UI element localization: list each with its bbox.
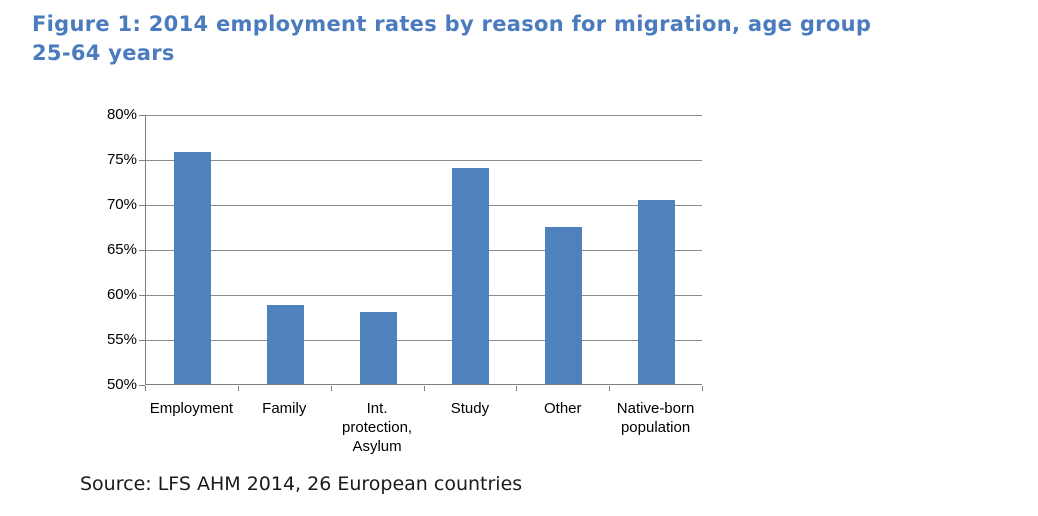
y-axis-label: 55% — [106, 331, 137, 348]
x-axis-label-study: Study — [450, 400, 490, 417]
bar-other — [545, 226, 583, 384]
bar-native-born-population — [638, 199, 676, 384]
bar-study — [452, 168, 490, 384]
figure-title: Figure 1: 2014 employment rates by reaso… — [32, 12, 872, 65]
y-axis-tick — [139, 160, 145, 161]
plot-area — [145, 114, 702, 385]
x-axis-label-other: Other — [543, 400, 582, 417]
y-axis-label: 65% — [106, 241, 137, 258]
y-axis-label: 75% — [106, 151, 137, 168]
gridline-55 — [146, 339, 702, 341]
y-axis-tick — [139, 295, 145, 296]
bar-employment — [173, 151, 211, 384]
y-axis-tick — [139, 115, 145, 116]
y-axis-tick — [139, 385, 145, 386]
y-axis-tick — [139, 340, 145, 341]
x-axis-tick — [609, 386, 611, 391]
x-axis-label-native-born-population: Native-born population — [616, 400, 695, 436]
source-note: Source: LFS AHM 2014, 26 European countr… — [80, 473, 523, 495]
y-axis-tick — [139, 250, 145, 251]
bar-int-protection-asylum — [359, 312, 397, 384]
x-axis-tick — [145, 386, 146, 391]
x-axis-tick — [423, 386, 425, 391]
x-axis-label-int-protection-asylum: Int. protection, Asylum — [342, 400, 413, 455]
x-axis-tick — [330, 386, 332, 391]
gridline-75 — [146, 159, 702, 161]
x-axis-label-family: Family — [262, 400, 307, 417]
y-axis-label: 60% — [106, 286, 137, 303]
gridline-70 — [146, 204, 702, 206]
x-axis-tick — [702, 386, 703, 391]
x-axis-tick — [516, 386, 518, 391]
gridline-80 — [146, 114, 702, 116]
bar-family — [266, 304, 304, 384]
y-axis-label: 50% — [106, 376, 137, 393]
gridline-60 — [146, 294, 702, 296]
x-axis-label-employment: Employment — [149, 400, 234, 417]
y-axis-label: 70% — [106, 196, 137, 213]
gridline-65 — [146, 249, 702, 251]
y-axis-label: 80% — [106, 106, 137, 123]
x-axis-tick — [237, 386, 239, 391]
y-axis-tick — [139, 205, 145, 206]
